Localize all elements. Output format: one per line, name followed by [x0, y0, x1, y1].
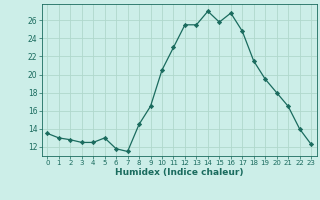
X-axis label: Humidex (Indice chaleur): Humidex (Indice chaleur) [115, 168, 244, 177]
